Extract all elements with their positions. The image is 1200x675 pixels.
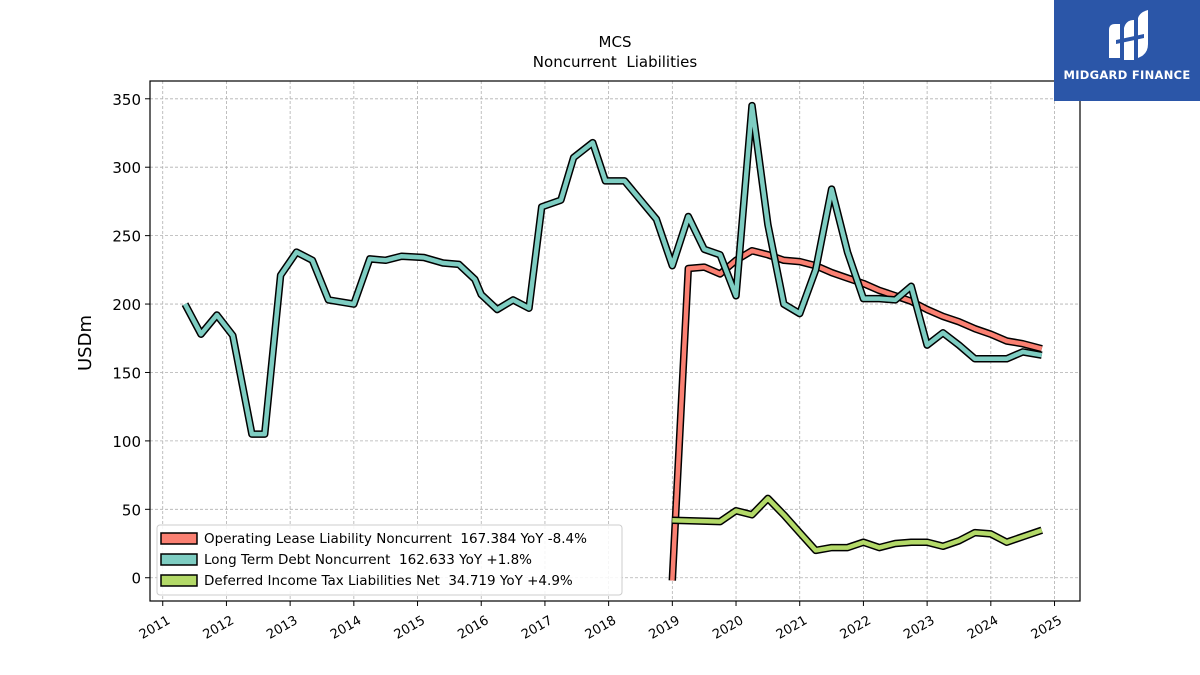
x-tick-label: 2013 (264, 613, 300, 643)
x-tick-label: 2017 (519, 613, 555, 643)
x-tick-label: 2021 (774, 613, 810, 643)
x-tick-label: 2018 (583, 613, 619, 643)
x-tick-label: 2023 (901, 613, 937, 643)
logo-text: MIDGARD FINANCE (1063, 68, 1191, 82)
x-tick-label: 2012 (201, 613, 237, 643)
brand-logo: MIDGARD FINANCE (1054, 0, 1200, 101)
x-tick-label: 2022 (838, 613, 874, 643)
legend-label: Long Term Debt Noncurrent 162.633 YoY +1… (204, 552, 532, 568)
x-tick-label: 2016 (455, 613, 491, 643)
logo-mark-icon (1109, 10, 1148, 60)
x-tick-label: 2019 (646, 613, 682, 643)
x-tick-label: 2011 (137, 613, 173, 643)
y-tick-label: 250 (112, 228, 141, 246)
y-axis-label: USDm (75, 315, 96, 371)
y-tick-label: 100 (112, 433, 141, 451)
y-tick-label: 150 (112, 364, 141, 382)
plot-frame (149, 80, 1081, 602)
y-tick-label: 50 (122, 501, 141, 519)
legend-label: Operating Lease Liability Noncurrent 167… (204, 531, 587, 547)
legend-label: Deferred Income Tax Liabilities Net 34.7… (204, 573, 573, 589)
x-tick-label: 2024 (965, 613, 1001, 643)
legend-swatch (160, 553, 198, 566)
y-tick-label: 350 (112, 91, 141, 109)
legend-swatch (160, 532, 198, 545)
y-axis: 0 50 100 150 200 250 300 350 (112, 91, 150, 588)
series-lines (181, 101, 1044, 581)
legend: Operating Lease Liability Noncurrent 167… (156, 524, 623, 596)
y-tick-label: 0 (131, 570, 141, 588)
x-tick-label: 2025 (1029, 613, 1065, 643)
y-tick-label: 300 (112, 159, 141, 177)
series-line-1 (183, 103, 1043, 437)
series-line-2 (672, 496, 1043, 553)
x-tick-label: 2015 (392, 613, 428, 643)
chart-title: MCS (599, 33, 632, 51)
legend-swatch (160, 574, 198, 587)
legend-box (156, 524, 623, 596)
grid (150, 81, 1080, 601)
chart-subtitle: Noncurrent Liabilities (533, 53, 698, 71)
x-tick-label: 2020 (710, 613, 746, 643)
x-axis: 2011 2012 2013 2014 2015 2016 2017 2018 2019 2020… (137, 601, 1065, 643)
series-outline-1 (181, 101, 1043, 438)
y-tick-label: 200 (112, 296, 141, 314)
x-tick-label: 2014 (328, 613, 364, 643)
